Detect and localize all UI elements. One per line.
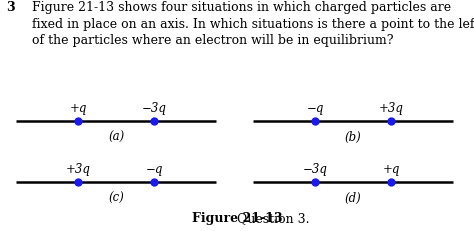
Text: +3q: +3q (379, 102, 403, 115)
Text: (b): (b) (345, 131, 362, 144)
Text: +q: +q (70, 102, 87, 115)
Text: −q: −q (307, 102, 324, 115)
Text: Figure 21-13 shows four situations in which charged particles are
fixed in place: Figure 21-13 shows four situations in wh… (32, 1, 474, 47)
Text: (c): (c) (108, 192, 124, 205)
Text: 3: 3 (6, 1, 14, 14)
Text: +3q: +3q (66, 163, 91, 176)
Text: Figure 21-13: Figure 21-13 (192, 212, 282, 225)
Text: (d): (d) (345, 192, 362, 205)
Text: +q: +q (383, 163, 400, 176)
Text: −3q: −3q (142, 102, 166, 115)
Text: −3q: −3q (303, 163, 328, 176)
Text: −q: −q (146, 163, 163, 176)
Text: Question 3.: Question 3. (165, 212, 309, 225)
Text: (a): (a) (108, 131, 124, 144)
